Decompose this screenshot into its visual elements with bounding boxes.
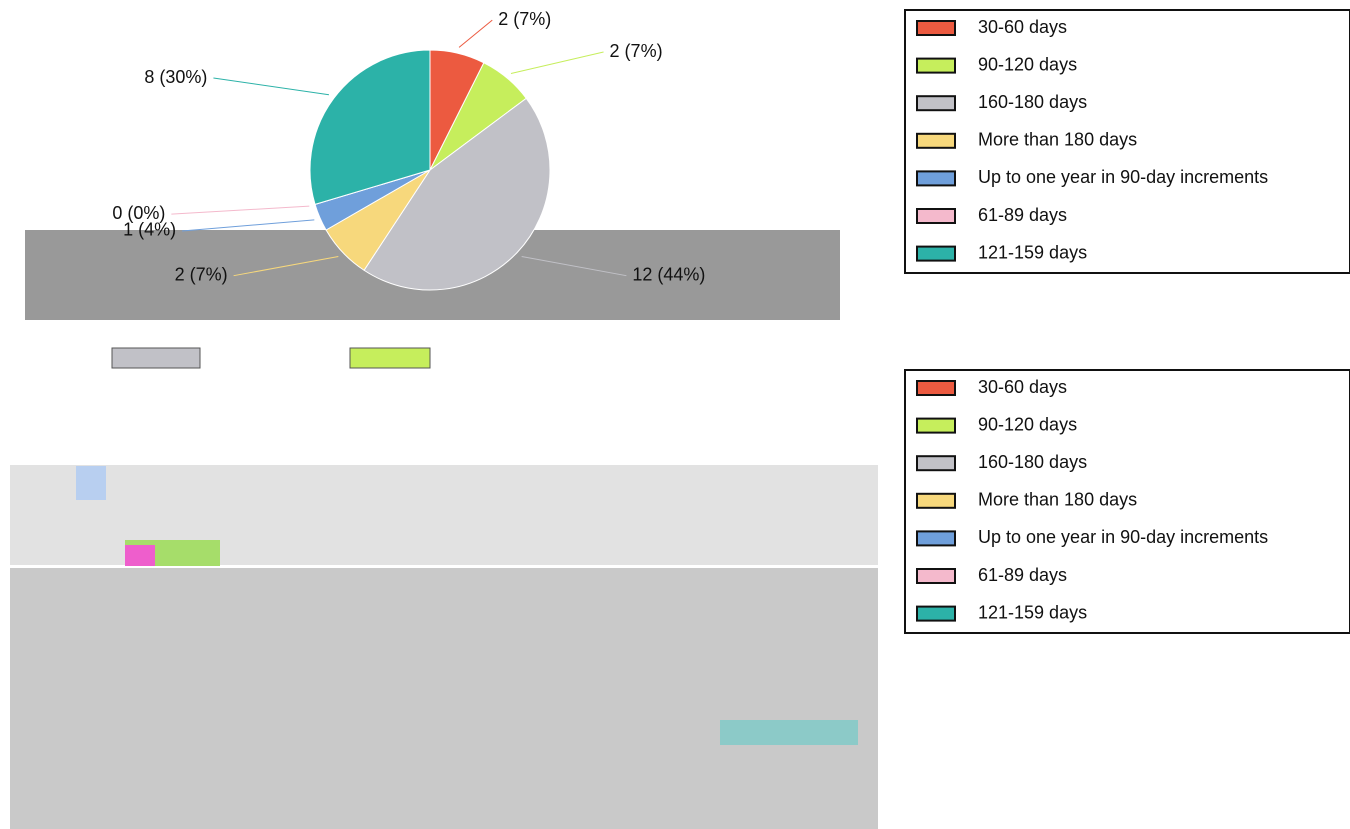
- pie-slice: [309, 49, 431, 206]
- leader-line: [233, 255, 339, 277]
- data-label: 2 (7%): [498, 9, 551, 29]
- legend-swatch: [916, 605, 956, 622]
- legend-label: 90-120 days: [978, 54, 1077, 74]
- map-region: [720, 720, 858, 745]
- data-label: 1 (4%): [123, 220, 176, 240]
- map-region: [76, 466, 106, 500]
- data-label: 2 (7%): [610, 41, 663, 61]
- legend-label: 30-60 days: [978, 17, 1067, 37]
- legend-swatch: [916, 380, 956, 396]
- legend-swatch: [916, 132, 956, 149]
- legend-swatch: [916, 20, 956, 36]
- pie-slice: [363, 97, 551, 291]
- legend-label: 160-180 days: [978, 92, 1087, 112]
- legend-label: 160-180 days: [978, 452, 1087, 472]
- legend-swatch: [916, 568, 956, 584]
- legend-label: 121-159 days: [978, 602, 1087, 622]
- legend-box: [904, 369, 1350, 634]
- legend-swatch: [916, 245, 956, 262]
- map-region: [125, 545, 155, 566]
- data-label: 0 (0%): [112, 203, 165, 223]
- legend-swatch: [916, 530, 956, 547]
- legend-label: 61-89 days: [978, 565, 1067, 585]
- legend-box: [904, 9, 1350, 274]
- leader-line: [213, 77, 330, 96]
- legend-swatch: [916, 57, 956, 74]
- legend-swatch: [916, 417, 956, 434]
- legend-swatch: [916, 455, 956, 472]
- data-label: 12 (44%): [632, 264, 705, 284]
- legend-label: More than 180 days: [978, 490, 1137, 510]
- leader-line: [510, 51, 604, 74]
- leader-line: [182, 219, 315, 232]
- legend-label: 90-120 days: [978, 414, 1077, 434]
- legend-label: 121-159 days: [978, 242, 1087, 262]
- map-land: [10, 568, 878, 829]
- map-region: [111, 347, 201, 369]
- legend-swatch: [916, 95, 956, 112]
- legend-label: Up to one year in 90-day increments: [978, 527, 1268, 547]
- legend-swatch: [916, 208, 956, 224]
- legend-label: Up to one year in 90-day increments: [978, 167, 1268, 187]
- data-label: 2 (7%): [175, 264, 228, 284]
- legend-label: More than 180 days: [978, 130, 1137, 150]
- leader-line: [521, 255, 627, 277]
- map-region: [349, 347, 431, 369]
- data-label: 8 (30%): [144, 67, 207, 87]
- leader-line: [458, 19, 493, 48]
- leader-line: [171, 205, 310, 215]
- legend-swatch: [916, 170, 956, 187]
- legend-label: 30-60 days: [978, 377, 1067, 397]
- legend-label: 61-89 days: [978, 205, 1067, 225]
- legend-swatch: [916, 492, 956, 509]
